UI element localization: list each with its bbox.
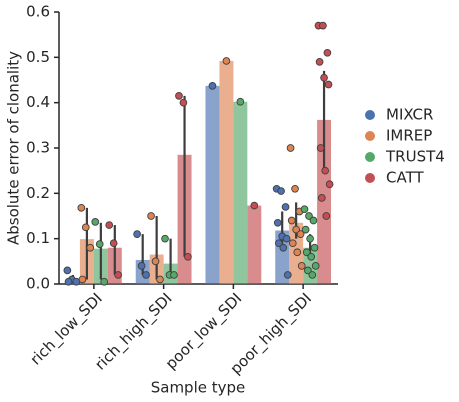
data-point	[222, 57, 231, 65]
legend-marker	[365, 152, 375, 162]
data-point	[319, 21, 327, 30]
bar	[219, 60, 234, 285]
data-point	[297, 262, 306, 270]
data-point	[315, 58, 324, 66]
data-point	[309, 216, 318, 225]
data-point	[208, 82, 217, 90]
data-point	[317, 194, 326, 202]
data-point	[282, 234, 291, 243]
legend-label: MIXCR	[386, 106, 433, 124]
data-point	[151, 257, 160, 266]
data-point	[275, 239, 283, 248]
legend-marker	[365, 173, 375, 183]
data-point	[286, 144, 295, 152]
data-point	[281, 203, 290, 211]
data-point	[78, 275, 87, 284]
data-point	[147, 212, 155, 220]
data-point	[311, 262, 320, 270]
data-point	[179, 98, 188, 107]
data-point	[105, 221, 114, 229]
legend-label: IMREP	[386, 127, 432, 145]
data-point	[296, 230, 305, 238]
data-point	[301, 225, 310, 234]
data-point	[302, 248, 311, 257]
y-axis-label: Absolute error of clonality	[5, 51, 23, 245]
data-point	[170, 271, 178, 279]
data-point	[64, 277, 73, 286]
y-tick-label: 0.3	[26, 139, 50, 157]
data-point	[307, 252, 316, 261]
data-point	[236, 97, 245, 106]
data-point	[310, 243, 319, 252]
y-tick-label: 0.2	[26, 184, 50, 202]
bar	[317, 119, 332, 284]
data-point	[316, 144, 325, 152]
data-point	[175, 92, 183, 100]
data-point	[137, 262, 146, 270]
bar	[205, 85, 220, 284]
data-point	[291, 184, 299, 193]
data-point	[184, 252, 192, 261]
legend-label: CATT	[386, 169, 424, 187]
data-point	[305, 212, 313, 220]
y-tick-label: 0.1	[26, 229, 50, 247]
data-point	[320, 73, 328, 82]
legend-marker	[365, 131, 375, 141]
data-point	[161, 234, 169, 243]
data-point	[321, 166, 330, 175]
data-point	[81, 223, 90, 232]
data-point	[287, 216, 296, 225]
data-point	[114, 271, 122, 279]
data-point	[95, 240, 104, 248]
data-point	[250, 201, 259, 210]
legend-label: TRUST4	[385, 148, 445, 166]
data-point	[283, 271, 292, 279]
data-point	[91, 218, 100, 226]
y-tick-label: 0.0	[26, 275, 50, 293]
data-point	[279, 243, 288, 252]
data-point	[323, 48, 332, 57]
data-point	[77, 203, 86, 212]
data-point	[308, 271, 317, 279]
data-point	[293, 248, 302, 257]
data-point	[306, 234, 314, 243]
data-point	[322, 212, 331, 220]
data-point	[304, 266, 312, 275]
data-point	[86, 243, 95, 252]
y-tick-label: 0.4	[26, 93, 50, 111]
data-point	[273, 218, 282, 227]
data-point	[63, 266, 72, 275]
y-tick-label: 0.5	[26, 48, 50, 66]
y-tick-label: 0.6	[26, 3, 50, 21]
data-point	[133, 230, 141, 238]
data-point	[288, 239, 297, 248]
data-point	[142, 271, 150, 279]
data-point	[292, 225, 301, 234]
data-point	[300, 205, 309, 214]
data-point	[324, 80, 333, 89]
bar	[247, 205, 262, 284]
data-point	[109, 239, 118, 248]
data-point	[277, 187, 285, 195]
data-point	[100, 277, 109, 286]
data-point	[156, 275, 164, 284]
x-axis-label: Sample type	[151, 379, 246, 397]
bar	[233, 101, 248, 284]
legend-marker	[365, 110, 375, 120]
data-point	[325, 180, 334, 189]
